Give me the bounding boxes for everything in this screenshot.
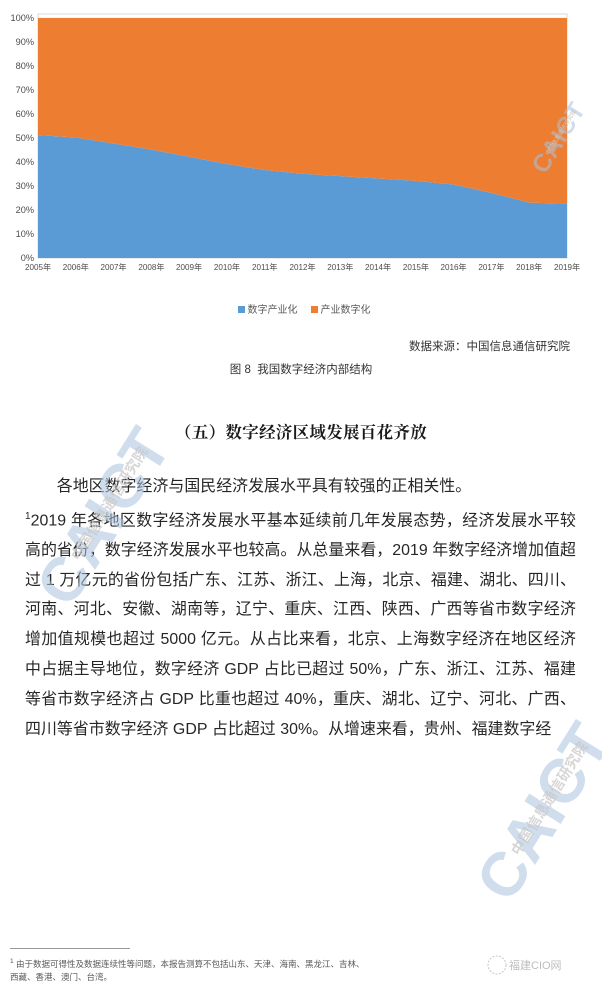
svg-text:2015年: 2015年: [403, 262, 429, 272]
svg-text:2005年: 2005年: [25, 262, 51, 272]
svg-text:2009年: 2009年: [176, 262, 202, 272]
svg-text:80%: 80%: [16, 61, 34, 71]
svg-text:50%: 50%: [16, 133, 34, 143]
svg-text:90%: 90%: [16, 37, 34, 47]
svg-text:2011年: 2011年: [252, 262, 278, 272]
svg-text:2013年: 2013年: [327, 262, 353, 272]
svg-text:2019年: 2019年: [554, 262, 580, 272]
svg-text:60%: 60%: [16, 109, 34, 119]
svg-text:2007年: 2007年: [101, 262, 127, 272]
svg-text:20%: 20%: [16, 205, 34, 215]
svg-text:2016年: 2016年: [441, 262, 467, 272]
svg-text:0%: 0%: [21, 253, 34, 263]
svg-text:30%: 30%: [16, 181, 34, 191]
svg-text:2012年: 2012年: [289, 262, 315, 272]
svg-text:福建CIO网: 福建CIO网: [509, 958, 562, 972]
svg-text:70%: 70%: [16, 85, 34, 95]
svg-text:2014年: 2014年: [365, 262, 391, 272]
svg-text:10%: 10%: [16, 229, 34, 239]
svg-text:2017年: 2017年: [478, 262, 504, 272]
svg-text:2010年: 2010年: [214, 262, 240, 272]
svg-text:2006年: 2006年: [63, 262, 89, 272]
svg-text:2018年: 2018年: [516, 262, 542, 272]
svg-text:100%: 100%: [11, 13, 35, 23]
svg-text:40%: 40%: [16, 157, 34, 167]
svg-text:2008年: 2008年: [138, 262, 164, 272]
